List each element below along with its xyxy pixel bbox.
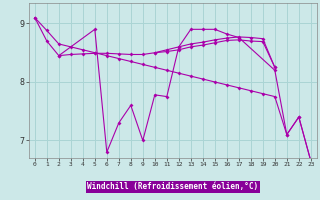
- Text: Windchill (Refroidissement éolien,°C): Windchill (Refroidissement éolien,°C): [87, 182, 258, 192]
